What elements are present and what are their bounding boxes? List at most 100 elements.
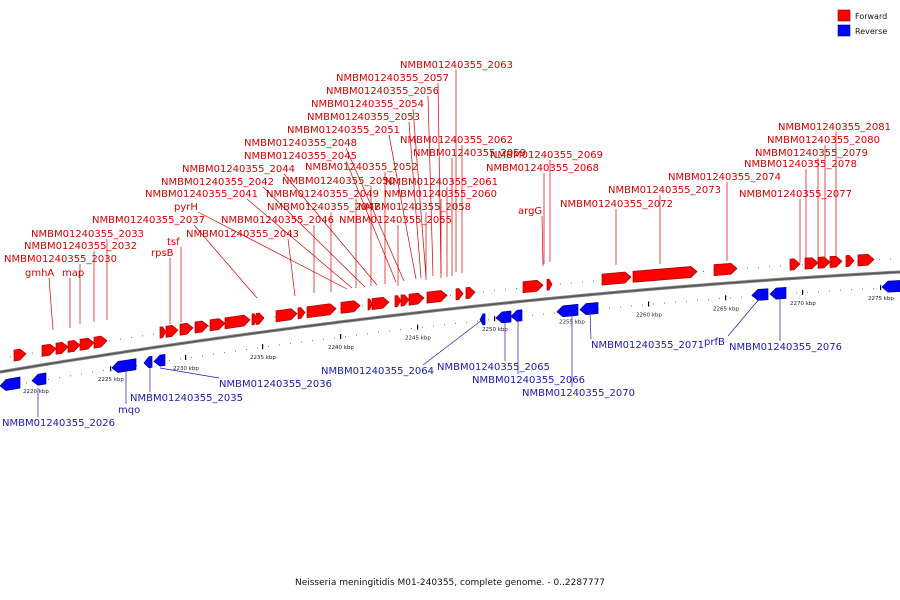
forward-gene-label: NMBM01240355_2045 bbox=[244, 151, 357, 162]
forward-gene-arrow bbox=[340, 300, 361, 314]
major-tick bbox=[648, 301, 650, 307]
forward-gene-label: NMBM01240355_2063 bbox=[400, 60, 513, 71]
forward-gene-label: NMBM01240355_2057 bbox=[336, 73, 449, 84]
forward-gene-label: NMBM01240355_2050 bbox=[282, 176, 395, 187]
minor-tick bbox=[103, 370, 104, 372]
minor-tick bbox=[131, 337, 132, 338]
minor-tick bbox=[389, 330, 390, 332]
forward-gene-arrow bbox=[455, 288, 464, 301]
minor-tick bbox=[719, 298, 720, 300]
reverse-gene-label: NMBM01240355_2071 bbox=[591, 340, 704, 351]
major-tick bbox=[802, 289, 804, 295]
forward-gene-label: pyrH bbox=[174, 202, 198, 213]
minor-tick bbox=[81, 373, 82, 375]
tick-label: 2230 kbp bbox=[173, 366, 199, 372]
minor-tick bbox=[455, 323, 456, 324]
forward-leader-line bbox=[541, 215, 544, 267]
minor-tick bbox=[142, 335, 143, 337]
minor-tick bbox=[747, 267, 748, 269]
minor-tick bbox=[862, 288, 863, 290]
minor-tick bbox=[752, 295, 753, 297]
forward-leader-line bbox=[283, 173, 378, 286]
major-tick bbox=[262, 344, 264, 350]
forward-leader-line bbox=[246, 198, 353, 289]
minor-tick bbox=[180, 358, 181, 360]
forward-gene-label: NMBM01240355_2033 bbox=[31, 229, 144, 240]
reverse-gene-arrow bbox=[510, 309, 523, 322]
minor-tick bbox=[543, 313, 544, 315]
forward-gene-label: NMBM01240355_2058 bbox=[358, 202, 471, 213]
forward-gene-label: NMBM01240355_2051 bbox=[287, 125, 400, 136]
forward-gene-label: NMBM01240355_2077 bbox=[739, 189, 852, 200]
forward-gene-arrow bbox=[804, 257, 819, 270]
reverse-gene-arrow bbox=[111, 358, 137, 373]
reverse-gene-arrow bbox=[579, 302, 599, 315]
forward-gene-label: NMBM01240355_2059 bbox=[413, 148, 526, 159]
forward-gene-label: NMBM01240355_2062 bbox=[400, 135, 513, 146]
minor-tick bbox=[411, 328, 412, 329]
reverse-gene-label: NMBM01240355_2026 bbox=[2, 418, 115, 429]
forward-gene-arrow bbox=[857, 253, 875, 267]
minor-tick bbox=[301, 341, 302, 343]
minor-tick bbox=[708, 299, 709, 300]
forward-gene-label: NMBM01240355_2068 bbox=[486, 163, 599, 174]
legend: Forward Reverse bbox=[837, 9, 887, 37]
minor-tick bbox=[675, 301, 676, 303]
reverse-gene-label: NMBM01240355_2070 bbox=[522, 388, 635, 399]
minor-tick bbox=[483, 291, 484, 293]
forward-leader-line bbox=[437, 82, 442, 275]
minor-tick bbox=[466, 321, 467, 323]
major-tick bbox=[185, 355, 187, 360]
minor-tick bbox=[400, 329, 401, 331]
reverse-gene-arrow bbox=[495, 310, 512, 324]
forward-gene-label: NMBM01240355_2041 bbox=[145, 189, 258, 200]
minor-tick bbox=[268, 346, 269, 347]
reverse-leader-line bbox=[159, 367, 220, 379]
minor-tick bbox=[686, 300, 687, 302]
forward-gene-label: NMBM01240355_2079 bbox=[755, 148, 868, 159]
major-tick bbox=[110, 366, 112, 372]
forward-gene-arrow bbox=[251, 313, 258, 326]
reverse-gene-label: NMBM01240355_2035 bbox=[130, 393, 243, 404]
minor-tick bbox=[780, 265, 781, 267]
forward-gene-label: NMBM01240355_2054 bbox=[311, 99, 424, 110]
forward-gene-label: NMBM01240355_2046 bbox=[221, 215, 334, 226]
minor-tick bbox=[631, 305, 632, 307]
minor-tick bbox=[642, 304, 643, 306]
forward-gene-label: NMBM01240355_2030 bbox=[4, 254, 117, 265]
minor-tick bbox=[169, 360, 170, 361]
forward-gene-label: rpsB bbox=[151, 248, 174, 259]
forward-gene-label: gmhA bbox=[25, 268, 54, 279]
minor-tick bbox=[290, 343, 291, 345]
forward-gene-label: NMBM01240355_2080 bbox=[767, 135, 880, 146]
minor-tick bbox=[758, 266, 759, 268]
backbone-shadow bbox=[0, 270, 900, 374]
forward-gene-label: NMBM01240355_2048 bbox=[244, 138, 357, 149]
forward-gene-label: NMBM01240355_2042 bbox=[161, 177, 274, 188]
backbone-line bbox=[0, 271, 900, 373]
major-tick bbox=[880, 285, 882, 291]
minor-tick bbox=[494, 290, 495, 292]
minor-tick bbox=[582, 281, 583, 283]
forward-gene-label: NMBM01240355_2032 bbox=[24, 241, 137, 252]
minor-tick bbox=[136, 365, 137, 366]
minor-tick bbox=[202, 355, 203, 357]
tick-label: 2225 kbp bbox=[98, 377, 124, 383]
minor-tick bbox=[356, 334, 357, 336]
forward-gene-arrow bbox=[632, 266, 698, 283]
forward-gene-arrow bbox=[179, 322, 194, 336]
tick-label: 2240 kbp bbox=[328, 345, 354, 351]
legend-forward-swatch bbox=[837, 9, 851, 22]
forward-gene-arrow bbox=[297, 307, 306, 320]
forward-gene-label: NMBM01240355_2069 bbox=[490, 150, 603, 161]
forward-gene-arrow bbox=[371, 296, 390, 310]
forward-gene-arrow bbox=[465, 286, 476, 300]
forward-gene-arrow bbox=[159, 326, 167, 339]
minor-tick bbox=[703, 271, 704, 272]
minor-tick bbox=[334, 337, 335, 339]
forward-gene-arrow bbox=[209, 318, 226, 332]
genome-backbone bbox=[0, 270, 900, 374]
minor-tick bbox=[609, 307, 610, 309]
reverse-leader-line bbox=[422, 319, 483, 366]
minor-tick bbox=[516, 287, 517, 289]
